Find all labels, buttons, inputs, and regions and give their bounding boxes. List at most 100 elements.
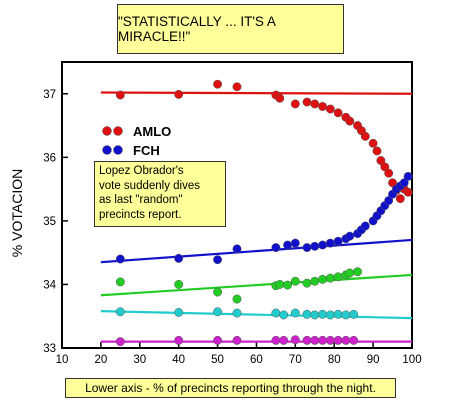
data-point (395, 194, 405, 204)
data-point (115, 90, 125, 100)
x-tick-label: 10 (56, 354, 69, 366)
chart-title: "STATISTICALLY ... IT'S A MIRACLE!!" (117, 4, 344, 54)
data-point (349, 335, 359, 345)
data-point (360, 221, 370, 231)
data-point (213, 307, 223, 317)
data-point (345, 231, 355, 241)
data-point (403, 187, 413, 197)
data-point (325, 310, 335, 320)
data-point (333, 108, 343, 118)
data-point (302, 243, 312, 253)
data-point (174, 307, 184, 317)
data-point (275, 93, 285, 103)
y-tick-label: 37 (43, 89, 56, 101)
data-point (275, 279, 285, 289)
data-point (325, 273, 335, 283)
trend-line-2 (100, 273, 413, 297)
data-point (345, 268, 355, 278)
data-point (213, 335, 223, 345)
data-point (384, 168, 394, 178)
data-point (403, 171, 413, 181)
data-point (333, 309, 343, 319)
data-point (368, 138, 378, 148)
data-point (283, 240, 293, 250)
data-point (318, 102, 328, 111)
legend-marker (113, 145, 123, 155)
y-axis-label: % VOTACION (9, 169, 25, 257)
data-point (341, 335, 351, 345)
data-point (302, 278, 312, 288)
data-point (310, 335, 320, 345)
trend-line-1 (100, 238, 413, 264)
data-point (353, 267, 363, 277)
x-tick-label: 70 (289, 354, 302, 366)
data-point (115, 277, 125, 287)
data-point (325, 335, 335, 345)
data-point (302, 335, 312, 345)
data-point (333, 335, 343, 345)
legend-label: FCH (133, 143, 160, 158)
footer-note: Lower axis - % of precincts reporting th… (65, 378, 396, 398)
data-point (290, 238, 300, 248)
data-point (345, 116, 355, 126)
data-point (310, 241, 320, 251)
data-point (290, 308, 300, 318)
data-point (213, 79, 223, 89)
data-point (372, 146, 382, 156)
data-point (310, 310, 320, 320)
data-points (115, 79, 413, 347)
data-point (232, 335, 242, 345)
y-tick-label: 36 (43, 152, 56, 164)
legend-marker (113, 126, 123, 136)
data-point (279, 310, 289, 320)
x-tick-label: 30 (133, 354, 146, 366)
x-tick-label: 100 (402, 354, 421, 366)
trend-line-3 (100, 310, 413, 320)
data-point (325, 238, 335, 248)
data-point (115, 254, 125, 264)
legend-marker (102, 126, 112, 136)
data-point (325, 104, 335, 114)
data-point (271, 335, 281, 345)
legend: AMLO FCH (102, 124, 171, 158)
data-point (318, 274, 328, 284)
data-point (271, 243, 281, 253)
data-point (213, 287, 223, 297)
trend-lines (100, 91, 413, 343)
axis-ticks: 10 20 30 40 50 60 70 80 90 100 33 34 35 36 37 (43, 89, 421, 366)
x-tick-label: 60 (250, 354, 263, 366)
data-point (174, 335, 184, 345)
legend-label: AMLO (133, 124, 171, 139)
data-point (174, 89, 184, 99)
x-tick-label: 50 (211, 354, 224, 366)
data-point (232, 308, 242, 318)
data-point (318, 335, 328, 345)
y-tick-label: 33 (43, 343, 56, 355)
x-tick-label: 90 (367, 354, 380, 366)
x-tick-label: 80 (328, 354, 341, 366)
data-point (333, 236, 343, 246)
x-tick-label: 20 (94, 354, 107, 366)
data-point (213, 255, 223, 265)
data-point (174, 253, 184, 263)
data-point (290, 276, 300, 286)
data-point (279, 335, 289, 345)
data-point (349, 309, 359, 319)
data-point (310, 276, 320, 286)
data-point (174, 279, 184, 289)
x-tick-label: 40 (172, 354, 185, 366)
data-point (115, 337, 125, 347)
data-point (302, 309, 312, 319)
data-point (115, 307, 125, 317)
data-point (232, 82, 242, 92)
data-point (290, 335, 300, 345)
data-point (232, 244, 242, 254)
y-tick-label: 35 (43, 216, 56, 228)
y-tick-label: 34 (43, 279, 56, 291)
data-point (302, 97, 312, 107)
data-point (360, 131, 370, 141)
data-point (290, 99, 300, 109)
annotation-note: Lopez Obrador's vote suddenly dives as l… (94, 161, 226, 227)
trend-line-0 (100, 91, 413, 95)
data-point (333, 272, 343, 282)
